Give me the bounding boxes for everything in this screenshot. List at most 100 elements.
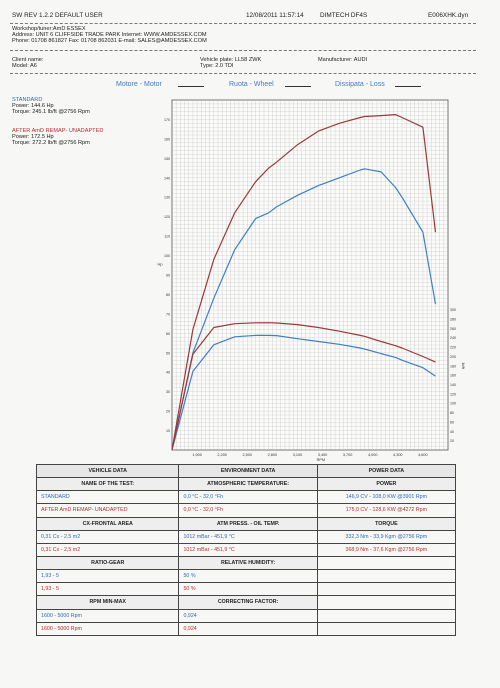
- standard-power: Power: 144.6 Hp: [12, 103, 54, 109]
- vehicle-type: Type: 2.0 TDI: [200, 63, 234, 69]
- standard-torque-line: [171, 334, 436, 451]
- software-version: SW REV 1.2.2 DEFAULT USER: [12, 12, 103, 19]
- table-row: 1,93 - 5 50 %: [35, 582, 457, 597]
- table-row: 0,31 Cx - 2,5 m2 1012 mBar - 451,9 °C 33…: [35, 529, 457, 544]
- torque-label: TORQUE: [316, 516, 457, 531]
- atm-press-remap: 1012 mBar - 451,9 °C: [178, 542, 318, 557]
- torque-standard: 332,3 Nm - 33,9 Kgm @2756 Rpm: [316, 529, 457, 544]
- correcting-factor-standard: 0,924: [178, 608, 318, 623]
- standard-torque: Torque: 245.1 lb/ft @2756 Rpm: [12, 109, 90, 115]
- table-row: CX-FRONTAL AREA ATM PRESS. - OIL TEMP. T…: [35, 516, 457, 531]
- table-header-row: VEHICLE DATA ENVIRONMENT DATA POWER DATA: [35, 463, 457, 479]
- legend-wheel-line: [285, 86, 311, 87]
- y-tick-label-torque: 40: [450, 430, 454, 434]
- manufacturer: Manufacturer: AUDI: [318, 57, 368, 63]
- y-tick-label-power: 120: [164, 215, 170, 219]
- vehicle-plate: Vehicle plate: LL58 ZWK: [200, 57, 262, 63]
- y-tick-label-torque: 20: [450, 439, 454, 443]
- table-row: AFTER AmD REMAP- UNADAPTED 0,0 °C - 32,0…: [35, 503, 457, 518]
- y-tick-label-power: 60: [166, 332, 170, 336]
- dyno-chart: 10 20 30 40 50 60 70 80 90 100 110 120 130 140 150 160 1…: [157, 99, 466, 462]
- file-name: E006XHK.dyn: [428, 12, 469, 19]
- legend-motor: Motore - Motor: [116, 81, 162, 88]
- data-table: VEHICLE DATA ENVIRONMENT DATA POWER DATA…: [35, 463, 457, 637]
- y-tick-label-torque: 300: [450, 308, 456, 312]
- humidity-standard: 50 %: [178, 569, 318, 584]
- remap-torque-line: [171, 322, 436, 451]
- atm-temp-label: ATMOSPHERIC TEMPERATURE:: [178, 477, 318, 492]
- y-tick-label-torque: 80: [450, 411, 454, 415]
- legend-motor-line: [178, 86, 204, 87]
- y-tick-label-power: 140: [164, 176, 170, 180]
- standard-power-line: [171, 168, 437, 451]
- y-tick-label-power: 70: [166, 312, 170, 316]
- y-tick-label-torque: 280: [450, 318, 456, 322]
- y-tick-label-torque: 240: [450, 336, 456, 340]
- x-tick-label: 4,600: [418, 453, 428, 457]
- y-tick-label-torque: 180: [450, 364, 456, 368]
- remap-power-line: [171, 114, 437, 451]
- table-row: NAME OF THE TEST: ATMOSPHERIC TEMPERATUR…: [35, 477, 457, 492]
- correcting-factor-label: CORRECTING FACTOR:: [178, 595, 318, 610]
- test-name-label: NAME OF THE TEST:: [35, 477, 180, 492]
- remap-power: Power: 172.5 Hp: [12, 134, 54, 140]
- rpm-range-label: RPM MIN-MAX: [35, 595, 180, 610]
- rpm-range-remap: 1600 - 5000 Rpm: [35, 621, 180, 637]
- y-tick-label-power: 30: [166, 390, 170, 394]
- workshop-address: Address: UNIT 6 CLIFFSIDE TRADE PARK Int…: [12, 32, 207, 38]
- cx-area-standard: 0,31 Cx - 2,5 m2: [35, 529, 180, 544]
- header-divider: [10, 23, 476, 24]
- device-name: DIMTECH DF4S: [320, 12, 368, 19]
- humidity-remap: 50 %: [178, 582, 318, 597]
- atm-temp-remap: 0,0 °C - 32,0 °Fh: [178, 503, 318, 518]
- standard-title: STANDARD: [12, 97, 43, 103]
- x-tick-label: 2,500: [243, 453, 253, 457]
- ratio-gear-remap: 1,93 - 5: [35, 582, 180, 597]
- table-row: 0,31 Cx - 2,5 m2 1012 mBar - 451,9 °C 36…: [35, 542, 457, 557]
- atm-temp-standard: 0,0 °C - 32,0 °Fh: [178, 490, 318, 505]
- empty-cell: [316, 582, 457, 597]
- table-row: RPM MIN-MAX CORRECTING FACTOR:: [35, 595, 457, 610]
- test-name-standard: STANDARD: [35, 490, 180, 505]
- empty-cell: [316, 608, 457, 623]
- y-tick-label-power: 160: [164, 137, 170, 141]
- y-axis-label-right: lb/ft: [461, 363, 466, 370]
- torque-remap: 368,9 Nm - 37,6 Kgm @2756 Rpm: [316, 542, 457, 557]
- legend-loss-line: [395, 86, 421, 87]
- y-tick-label-power: 170: [164, 118, 170, 122]
- client-divider: [10, 73, 476, 74]
- y-tick-label-power: 130: [164, 196, 170, 200]
- remap-torque: Torque: 272.2 lb/ft @2756 Rpm: [12, 140, 90, 146]
- y-tick-label-torque: 220: [450, 346, 456, 350]
- y-tick-label-torque: 120: [450, 392, 456, 396]
- power-data-header: POWER DATA: [316, 463, 457, 479]
- y-tick-label-torque: 140: [450, 383, 456, 387]
- y-tick-label-power: 10: [166, 429, 170, 433]
- x-axis-label: RPM: [317, 458, 325, 462]
- y-tick-label-power: 40: [166, 371, 170, 375]
- legend-wheel: Ruota - Wheel: [229, 81, 274, 88]
- empty-cell: [316, 555, 457, 571]
- y-tick-label-torque: 100: [450, 402, 456, 406]
- x-tick-label: 3,700: [343, 453, 353, 457]
- empty-cell: [316, 569, 457, 584]
- power-label: POWER: [316, 477, 457, 492]
- y-tick-label-power: 90: [166, 274, 170, 278]
- workshop-divider: [10, 50, 476, 51]
- x-tick-label: 3,400: [318, 453, 328, 457]
- humidity-label: RELATIVE HUMIDITY:: [178, 555, 318, 571]
- client-name-label: Client name:: [12, 57, 44, 63]
- empty-cell: [316, 595, 457, 610]
- y-tick-label-torque: 160: [450, 374, 456, 378]
- y-tick-label-power: 110: [164, 235, 170, 239]
- x-tick-label: 2,800: [268, 453, 278, 457]
- table-row: 1,93 - 5 50 %: [35, 569, 457, 584]
- y-axis-label-left: Hp: [157, 261, 163, 266]
- x-tick-label: 4,000: [368, 453, 378, 457]
- correcting-factor-remap: 0,924: [178, 621, 318, 637]
- workshop-contact: Phone: 01708 861827 Fax: 01708 862031 E-…: [12, 38, 207, 44]
- table-row: 1600 - 5000 Rpm 0,924: [35, 621, 457, 637]
- x-tick-label: 1,900: [192, 453, 202, 457]
- y-tick-label-power: 20: [166, 410, 170, 414]
- y-tick-label-torque: 260: [450, 327, 456, 331]
